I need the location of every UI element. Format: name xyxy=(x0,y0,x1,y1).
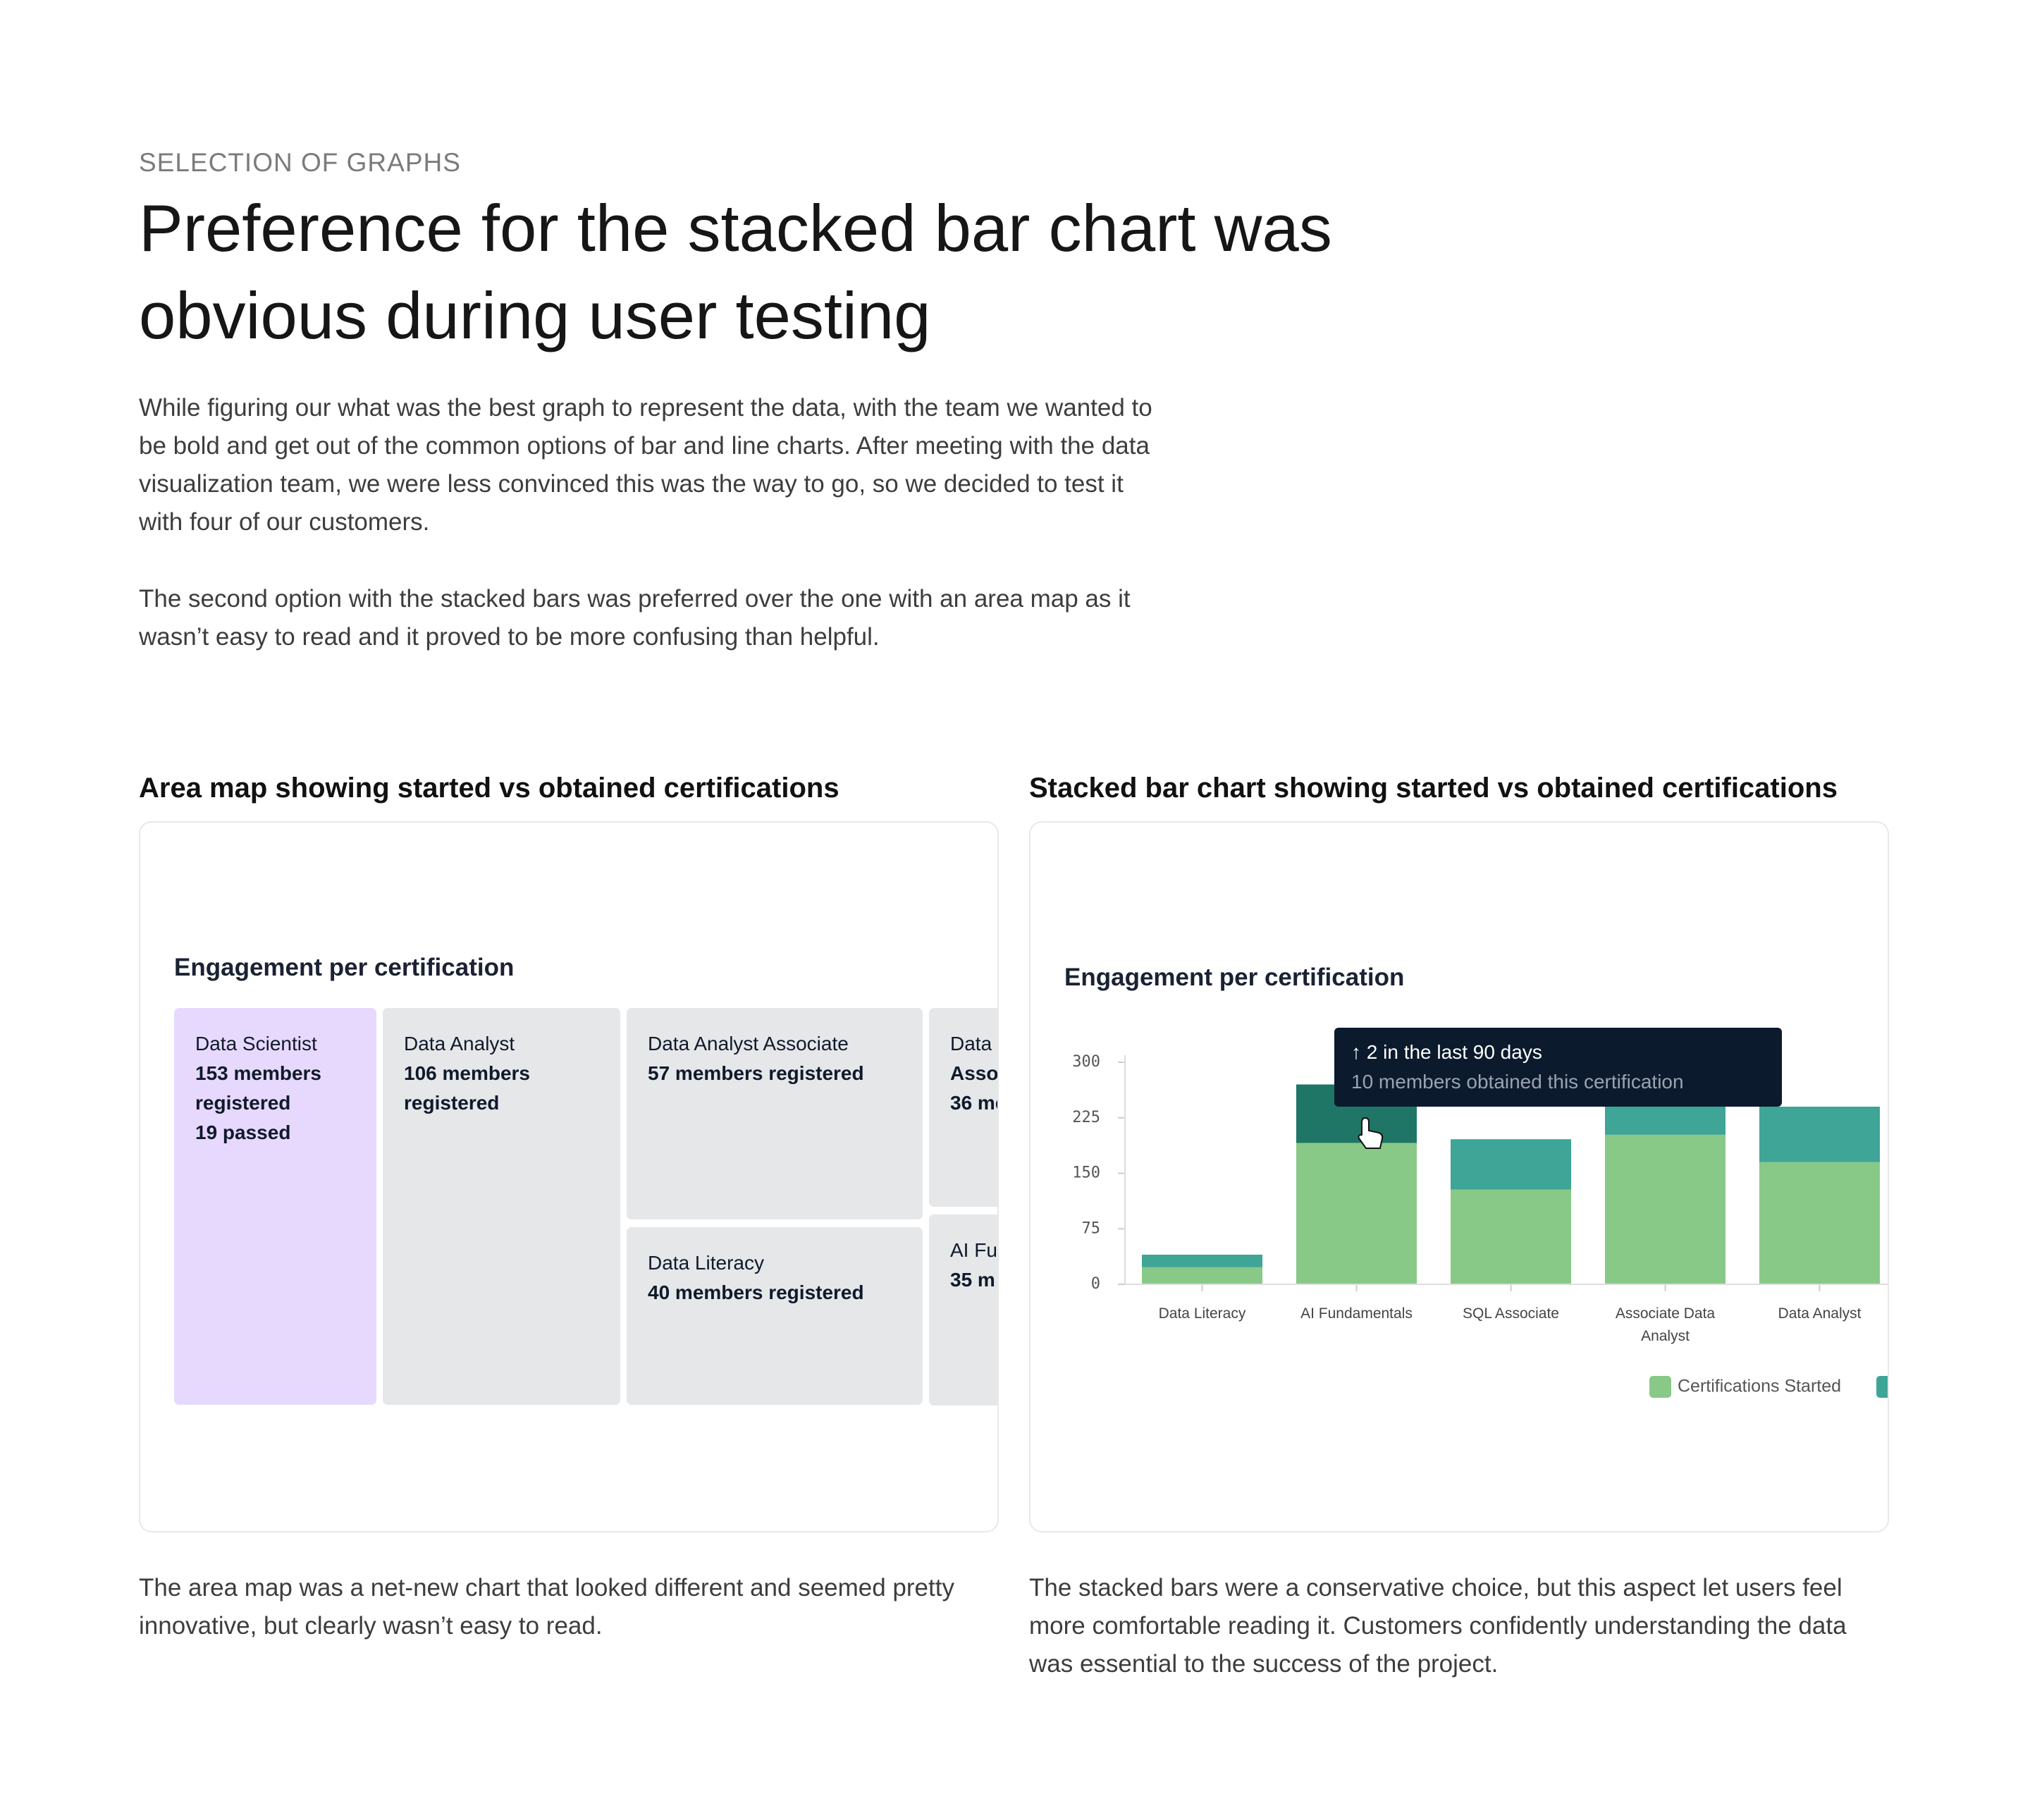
tooltip: ↑ 2 in the last 90 days 10 members obtain… xyxy=(1334,1028,1782,1107)
tooltip-text: 10 members obtained this certification xyxy=(1351,1071,1684,1093)
cell-text: Assoc xyxy=(950,1062,999,1084)
caption: The stacked bars were a conservative cho… xyxy=(1029,1574,1847,1678)
caption: The area map was a net-new chart that lo… xyxy=(139,1574,954,1640)
page-title: Preference for the stacked bar chart was… xyxy=(139,191,1332,352)
chart-title: Engagement per certification xyxy=(1064,964,1405,991)
legend-swatch xyxy=(1649,1376,1671,1398)
bar-segment xyxy=(1759,1162,1880,1284)
section-heading: Stacked bar chart showing started vs obt… xyxy=(1029,773,1838,804)
chart: 0 75 150 225 300 Certifications Started xyxy=(1072,1053,1888,1398)
bar-segment xyxy=(1605,1134,1726,1284)
eyebrow: SELECTION OF GRAPHS xyxy=(139,148,461,177)
y-tick-label: 75 xyxy=(1082,1219,1101,1237)
cursor-icon xyxy=(1358,1117,1384,1149)
x-tick-label: AI Fundamentals xyxy=(1300,1305,1413,1322)
cell-text: 57 members registered xyxy=(648,1062,864,1084)
treemap-cell: Data Analyst Associate 57 members registe… xyxy=(627,1008,923,1219)
area-map-panel: Engagement per certification Data Scient… xyxy=(139,821,999,1532)
chart-title: Engagement per certification xyxy=(174,954,515,981)
cell-text: Data Literacy xyxy=(648,1252,764,1274)
x-tick-label: SQL Associate xyxy=(1463,1305,1559,1322)
bar-segment xyxy=(1296,1143,1417,1284)
bar-segment xyxy=(1451,1189,1571,1284)
treemap-cell: Data Literacy 40 members registered xyxy=(627,1227,923,1405)
cell-text: Data Analyst Associate xyxy=(648,1033,849,1055)
bar-segment xyxy=(1142,1267,1262,1284)
cell-text: Data Scientist xyxy=(195,1033,317,1055)
y-tick-label: 300 xyxy=(1072,1053,1100,1071)
paragraph: The second option with the stacked bars … xyxy=(139,585,1131,651)
y-tick-label: 150 xyxy=(1072,1164,1100,1182)
bar-segment xyxy=(1759,1107,1880,1162)
cell-text: AI Fu xyxy=(950,1239,997,1261)
tooltip-text: ↑ 2 in the last 90 days xyxy=(1351,1041,1542,1063)
y-tick-label: 225 xyxy=(1072,1109,1100,1126)
treemap-cell: Data Analyst 106 members registered xyxy=(383,1008,620,1405)
cell-text: Data Analyst xyxy=(404,1033,515,1055)
cell-text: 153 members registered xyxy=(195,1062,322,1114)
legend-label: Certifications Started xyxy=(1678,1377,1841,1396)
cell-text: Data xyxy=(950,1033,992,1055)
bar-chart-panel: Engagement per certification 0 75 150 225 30… xyxy=(1029,821,1889,1532)
cell-text: 19 passed xyxy=(195,1121,291,1143)
y-tick-label: 0 xyxy=(1091,1275,1100,1293)
bar-segment xyxy=(1451,1139,1571,1190)
cell-text: 40 members registered xyxy=(648,1281,864,1303)
legend-swatch xyxy=(1876,1376,1888,1398)
bar-segment xyxy=(1142,1255,1262,1267)
paragraph: While figuring our what was the best gra… xyxy=(139,394,1152,536)
cell-text: 35 m xyxy=(950,1269,995,1291)
cell-text: 106 members registered xyxy=(404,1062,531,1114)
x-tick-label: Data Literacy xyxy=(1158,1305,1246,1322)
cell-text: 36 me xyxy=(950,1092,997,1114)
treemap-cell: Data Assoc 36 me xyxy=(929,1008,999,1207)
treemap-cell: AI Fu 35 m xyxy=(929,1215,997,1406)
x-tick-label: Associate Data Analyst xyxy=(1615,1305,1716,1344)
section-heading: Area map showing started vs obtained cer… xyxy=(139,773,839,804)
treemap-cell: Data Scientist 153 members registered 19 p… xyxy=(174,1008,376,1405)
x-tick-label: Data Analyst xyxy=(1778,1305,1862,1322)
